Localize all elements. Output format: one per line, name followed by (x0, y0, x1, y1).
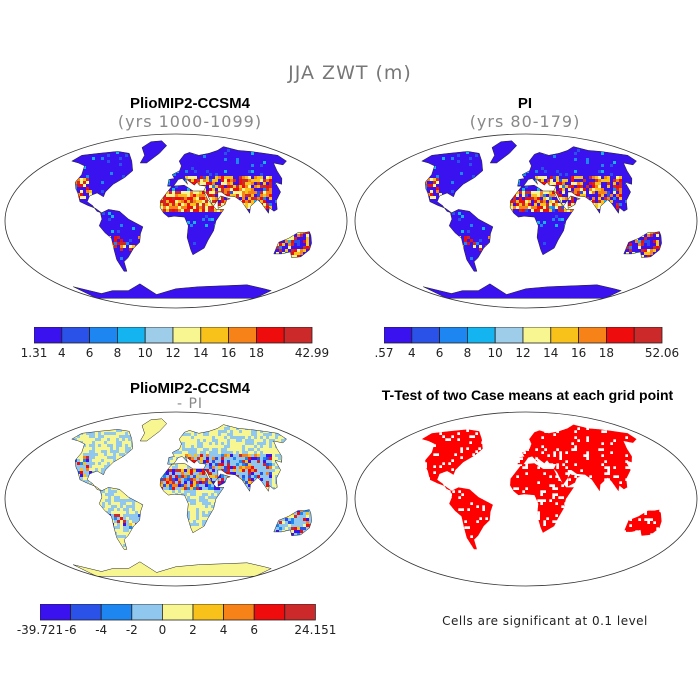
colorbar-tick-label: 0 (158, 623, 167, 637)
panel-ttest-title: T-Test of two Case means at each grid po… (381, 387, 674, 403)
colorbar-swatch (223, 604, 255, 621)
colorbar-swatch (578, 327, 607, 344)
colorbar-swatch (284, 604, 316, 621)
colorbar-swatch (34, 327, 63, 344)
colorbar-tick-label: 4 (57, 346, 66, 360)
colorbar-tick-label: 8 (113, 346, 122, 360)
colorbar-tick-label: 14 (193, 346, 209, 360)
colorbar-swatch (494, 327, 524, 344)
colorbar-tick-label: 10 (487, 346, 503, 360)
colorbar-tick-label: 12 (165, 346, 181, 360)
colorbar-swatch (117, 327, 146, 344)
colorbar-swatch (283, 327, 313, 344)
land-samerica (99, 209, 143, 272)
colorbar-swatch (255, 327, 285, 344)
map-panel-diff (4, 411, 348, 587)
colorbar-swatch (253, 604, 286, 621)
colorbar-swatch (228, 327, 257, 344)
colorbar-swatch (633, 327, 663, 344)
panel-plio-subtitle: (yrs 1000-1099) (117, 112, 263, 131)
colorbar-diff (40, 604, 316, 621)
map-boundary (354, 133, 698, 309)
colorbar-tick-label: 4 (219, 623, 228, 637)
colorbar-tick-label: 8 (463, 346, 472, 360)
colorbar-tick-label: 16 (220, 346, 237, 360)
land-greenland (140, 140, 167, 164)
colorbar-tick-label: -4 (95, 623, 108, 637)
colorbar-swatch (131, 604, 163, 621)
land-australia (623, 231, 662, 258)
colorbar-tick-label: 6 (250, 623, 259, 637)
colorbar-tick-label: 6 (435, 346, 444, 360)
map-boundary (4, 411, 348, 587)
colorbar-tick-label: 24.151 (294, 623, 337, 637)
land-namerica (71, 429, 133, 492)
colorbar-tick-label: 18 (248, 346, 265, 360)
colorbar-swatch (411, 327, 440, 344)
colorbar-tick-label: 18 (598, 346, 615, 360)
colorbar-swatch (172, 327, 202, 344)
colorbar-swatch (439, 327, 468, 344)
colorbar-tick-label: 12 (515, 346, 531, 360)
colorbar-tick-label: 52.06 (644, 346, 680, 360)
colorbar-swatch (200, 327, 230, 344)
land-africa (510, 463, 574, 533)
colorbar-swatch (605, 327, 635, 344)
colorbar-swatch (100, 604, 133, 621)
significance-note: Cells are significant at 0.1 level (442, 614, 648, 628)
panel-diff-title: PlioMIP2-CCSM4 (129, 380, 250, 397)
land-samerica (99, 487, 143, 550)
land-namerica (421, 429, 483, 492)
land-greenland (140, 418, 167, 442)
colorbar-pi (384, 327, 663, 344)
colorbar-plio (34, 327, 313, 344)
land-australia (273, 231, 312, 258)
land-antarctica (423, 283, 622, 299)
colorbar-tick-label: -6 (64, 623, 77, 637)
colorbar-tick-label: 2 (189, 623, 197, 637)
colorbar-swatch (89, 327, 118, 344)
land-australia (623, 509, 662, 536)
colorbar-tick-label: -2 (125, 623, 138, 637)
panel-plio-title: PlioMIP2-CCSM4 (129, 95, 250, 112)
colorbar-swatch (70, 604, 102, 621)
colorbar-tick-label: 10 (137, 346, 153, 360)
map-panel-pi (354, 133, 698, 309)
colorbar-tick-label: 4 (407, 346, 416, 360)
colorbar-swatch (467, 327, 496, 344)
map-panel-plio (4, 133, 348, 309)
colorbar-tick-label: .57 (374, 346, 394, 360)
land-australia (273, 509, 312, 536)
panel-diff-subtitle: - PI (176, 396, 204, 412)
land-namerica (71, 151, 133, 214)
land-namerica (421, 151, 483, 214)
colorbar-tick-label: 16 (570, 346, 587, 360)
land-samerica (449, 487, 493, 550)
map-boundary (4, 133, 348, 309)
colorbar-swatch (192, 604, 225, 621)
land-greenland (490, 140, 517, 164)
figure-title: JJA ZWT (m) (288, 62, 412, 84)
colorbar-swatch (40, 604, 72, 621)
colorbar-swatch (384, 327, 413, 344)
panel-pi-title: PI (517, 95, 533, 112)
map-panel-ttest (354, 411, 698, 587)
land-samerica (449, 209, 493, 272)
colorbar-swatch (522, 327, 552, 344)
land-antarctica (73, 283, 272, 299)
colorbar-tick-label: 6 (85, 346, 94, 360)
colorbar-tick-label: 14 (543, 346, 559, 360)
panel-pi-subtitle: (yrs 80-179) (469, 112, 581, 131)
colorbar-swatch (550, 327, 580, 344)
map-boundary (354, 411, 698, 587)
colorbar-swatch (162, 604, 194, 621)
colorbar-tick-label: 42.99 (294, 346, 330, 360)
colorbar-swatch (144, 327, 174, 344)
land-antarctica (73, 561, 272, 577)
colorbar-swatch (61, 327, 90, 344)
colorbar-tick-label: -39.721 (16, 623, 64, 637)
colorbar-tick-label: 1.31 (20, 346, 48, 360)
